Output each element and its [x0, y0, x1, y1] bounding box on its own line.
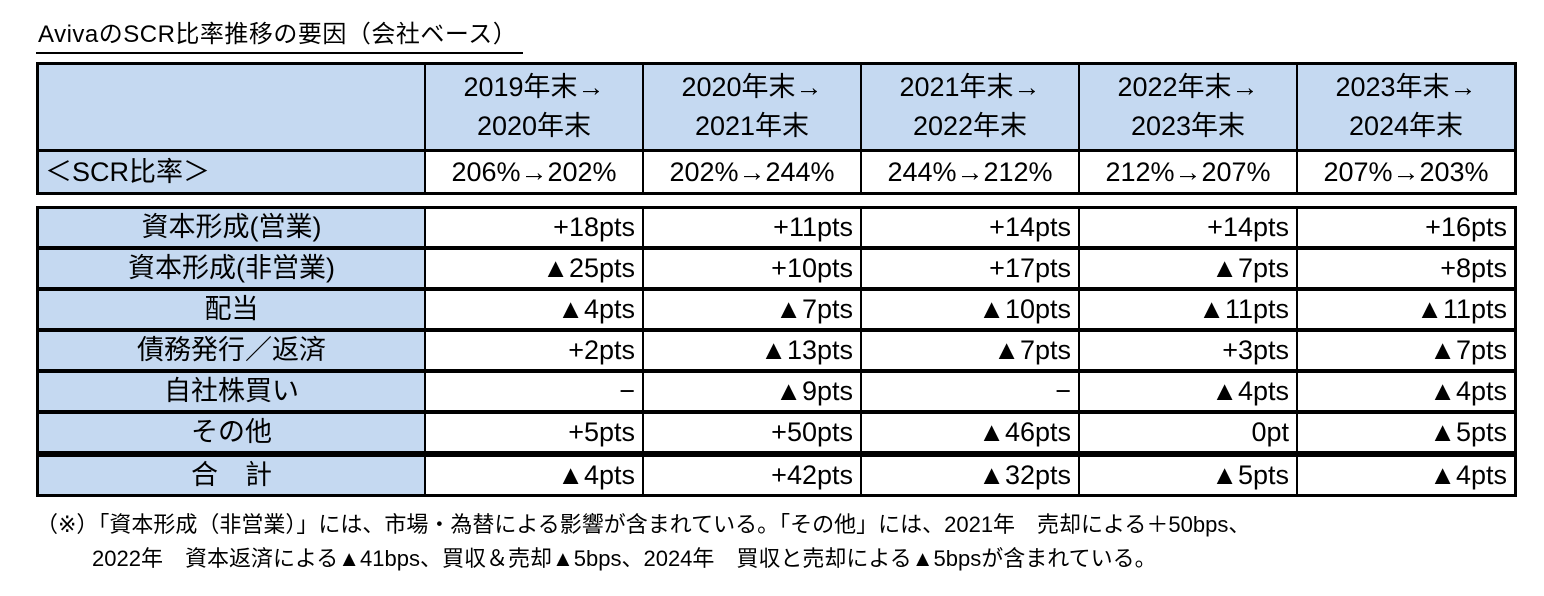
period-line1: 2019年末→ — [463, 72, 605, 102]
cell-value: +2pts — [424, 332, 642, 369]
cell-value: ▲11pts — [1078, 291, 1296, 328]
row-label: 自社株買い — [39, 373, 424, 410]
cell-value: − — [860, 373, 1078, 410]
cell-value: +17pts — [860, 250, 1078, 287]
cell-value: − — [424, 373, 642, 410]
cell-value: ▲10pts — [860, 291, 1078, 328]
period-header: 2022年末→ 2023年末 — [1078, 65, 1296, 149]
period-line2: 2023年末 — [1130, 111, 1246, 141]
row-label: 資本形成(営業) — [39, 209, 424, 246]
row-label: 資本形成(非営業) — [39, 250, 424, 287]
cell-value: +16pts — [1296, 209, 1514, 246]
factor-table: 資本形成(営業) +18pts +11pts +14pts +14pts +16… — [36, 206, 1517, 497]
table-row: その他 +5pts +50pts ▲46pts 0pt ▲5pts — [39, 410, 1514, 451]
cell-value: ▲4pts — [424, 291, 642, 328]
cell-value: ▲4pts — [1296, 373, 1514, 410]
cell-value: 0pt — [1078, 414, 1296, 451]
cell-value: ▲4pts — [424, 457, 642, 494]
cell-value: +10pts — [642, 250, 860, 287]
cell-value: ▲5pts — [1296, 414, 1514, 451]
cell-value: ▲5pts — [1078, 457, 1296, 494]
table-row: 配当 ▲4pts ▲7pts ▲10pts ▲11pts ▲11pts — [39, 287, 1514, 328]
period-line1: 2021年末→ — [899, 72, 1041, 102]
footnote: （※）「資本形成（非営業）」には、市場・為替による影響が含まれている。「その他」… — [36, 508, 1544, 576]
scr-ratio-value: 207%→203% — [1296, 152, 1514, 192]
cell-value: +14pts — [1078, 209, 1296, 246]
page-title: AvivaのSCR比率推移の要因（会社ベース） — [36, 20, 524, 54]
scr-ratio-value: 202%→244% — [642, 152, 860, 192]
row-label: その他 — [39, 414, 424, 451]
cell-value: ▲7pts — [860, 332, 1078, 369]
cell-value: +42pts — [642, 457, 860, 494]
table-row: 債務発行／返済 +2pts ▲13pts ▲7pts +3pts ▲7pts — [39, 328, 1514, 369]
footnote-line2: 2022年 資本返済による▲41bps、買収＆売却▲5bps、2024年 買収と… — [92, 546, 1157, 571]
cell-value: ▲11pts — [1296, 291, 1514, 328]
cell-value: ▲13pts — [642, 332, 860, 369]
cell-value: ▲9pts — [642, 373, 860, 410]
table-row: 自社株買い − ▲9pts − ▲4pts ▲4pts — [39, 369, 1514, 410]
scr-ratio-label: ＜SCR比率＞ — [39, 152, 424, 192]
table-row: 資本形成(非営業) ▲25pts +10pts +17pts ▲7pts +8p… — [39, 246, 1514, 287]
cell-value: ▲4pts — [1296, 457, 1514, 494]
cell-value: +14pts — [860, 209, 1078, 246]
table-row: 合 計 ▲4pts +42pts ▲32pts ▲5pts ▲4pts — [39, 451, 1514, 494]
cell-value: +11pts — [642, 209, 860, 246]
period-line2: 2024年末 — [1348, 111, 1464, 141]
period-line2: 2022年末 — [912, 111, 1028, 141]
period-line2: 2020年末 — [476, 111, 592, 141]
period-header: 2023年末→ 2024年末 — [1296, 65, 1514, 149]
row-label: 合 計 — [39, 457, 424, 494]
cell-value: +3pts — [1078, 332, 1296, 369]
row-label: 債務発行／返済 — [39, 332, 424, 369]
cell-value: ▲4pts — [1078, 373, 1296, 410]
table-row: 資本形成(営業) +18pts +11pts +14pts +14pts +16… — [39, 209, 1514, 246]
cell-value: +18pts — [424, 209, 642, 246]
period-line2: 2021年末 — [694, 111, 810, 141]
period-header-row: 2019年末→ 2020年末 2020年末→ 2021年末 2021年末→ 20… — [39, 65, 1514, 149]
scr-ratio-row: ＜SCR比率＞ 206%→202% 202%→244% 244%→212% 21… — [39, 149, 1514, 192]
period-line1: 2023年末→ — [1335, 72, 1477, 102]
scr-ratio-value: 212%→207% — [1078, 152, 1296, 192]
page: AvivaのSCR比率推移の要因（会社ベース） 2019年末→ 2020年末 2… — [36, 20, 1544, 576]
cell-value: ▲7pts — [1078, 250, 1296, 287]
cell-value: +8pts — [1296, 250, 1514, 287]
period-header: 2021年末→ 2022年末 — [860, 65, 1078, 149]
period-line1: 2022年末→ — [1117, 72, 1259, 102]
row-label: 配当 — [39, 291, 424, 328]
scr-ratio-value: 206%→202% — [424, 152, 642, 192]
cell-value: ▲25pts — [424, 250, 642, 287]
period-line1: 2020年末→ — [681, 72, 823, 102]
scr-ratio-value: 244%→212% — [860, 152, 1078, 192]
footnote-line1: （※）「資本形成（非営業）」には、市場・為替による影響が含まれている。「その他」… — [36, 512, 1251, 537]
period-header: 2019年末→ 2020年末 — [424, 65, 642, 149]
cell-value: ▲46pts — [860, 414, 1078, 451]
cell-value: ▲32pts — [860, 457, 1078, 494]
scr-ratio-table: 2019年末→ 2020年末 2020年末→ 2021年末 2021年末→ 20… — [36, 62, 1517, 195]
cell-value: ▲7pts — [1296, 332, 1514, 369]
cell-value: ▲7pts — [642, 291, 860, 328]
cell-value: +50pts — [642, 414, 860, 451]
cell-value: +5pts — [424, 414, 642, 451]
table-gap — [36, 195, 1544, 206]
period-header: 2020年末→ 2021年末 — [642, 65, 860, 149]
corner-cell — [39, 65, 424, 149]
